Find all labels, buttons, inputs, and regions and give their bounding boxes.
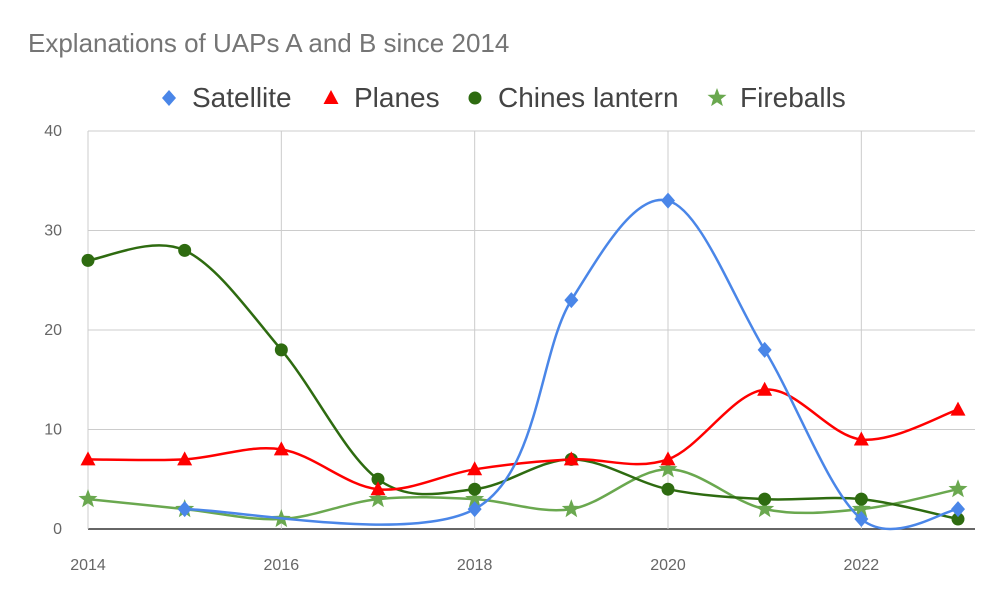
series-line-planes [87,388,959,491]
series-chines-lantern [81,243,965,526]
x-tick-label: 2020 [650,557,686,574]
legend-label: Fireballs [740,82,846,113]
legend-marker-shape [323,90,339,104]
legend-item-chines-lantern: Chines lantern [464,80,679,116]
data-point-chines-lantern [661,482,675,496]
data-point-fireballs [948,479,968,498]
data-point-chines-lantern [371,472,385,486]
data-point-chines-lantern [81,253,95,267]
legend-marker-satellite [162,90,176,106]
data-point-planes [563,451,579,466]
data-point-planes [370,481,386,496]
data-point-planes [660,451,676,466]
y-tick-label: 0 [53,521,62,538]
y-tick-label: 40 [44,123,62,140]
data-point-chines-lantern [854,492,868,506]
legend-label: Chines lantern [498,82,679,113]
x-tick-label: 2018 [457,557,493,574]
legend-item-planes: Planes [320,80,440,116]
y-tick-label: 10 [44,422,62,439]
legend-item-fireballs: Fireballs [706,80,846,116]
data-point-satellite [854,511,869,528]
legend-marker-fireballs [707,88,727,107]
data-point-chines-lantern [468,482,482,496]
legend-label: Satellite [192,82,292,113]
legend-item-satellite: Satellite [158,80,292,116]
data-point-chines-lantern [758,492,772,506]
data-point-satellite [564,292,579,309]
data-point-fireballs [368,489,388,508]
data-point-chines-lantern [951,512,965,526]
data-point-satellite [661,192,675,209]
legend-marker-chines-lantern [468,91,482,105]
legend: Satellite Planes Chines lantern Fireballs [0,80,1000,116]
data-point-satellite [757,341,772,358]
chart-title: Explanations of UAPs A and B since 2014 [28,28,510,58]
data-point-planes [273,441,289,456]
data-point-chines-lantern [178,243,192,257]
y-tick-label: 20 [44,322,62,339]
data-point-fireballs [78,489,98,508]
data-point-planes [80,451,96,466]
gridlines [87,130,975,530]
data-point-satellite [467,501,482,518]
series-planes [80,381,966,496]
series-line-fireballs [87,468,959,521]
legend-marker-shape [468,91,482,105]
data-point-planes [757,381,773,396]
data-point-fireballs [658,459,678,478]
data-point-fireballs [561,499,581,518]
data-point-chines-lantern [274,343,288,357]
series-line-satellite [184,198,959,531]
data-point-fireballs [755,499,775,518]
data-point-planes [177,451,193,466]
legend-marker-shape [707,88,727,107]
series-fireballs [78,459,968,528]
legend-marker-shape [162,90,176,106]
data-point-fireballs [465,489,485,508]
data-point-planes [467,461,483,476]
data-point-satellite [951,501,965,518]
data-point-planes [853,431,869,446]
x-tick-label: 2014 [70,557,106,574]
legend-marker-planes [323,90,339,104]
y-tick-label: 30 [44,223,62,240]
series-line-chines-lantern [87,244,959,521]
data-point-fireballs [851,499,871,518]
series-satellite [177,192,965,531]
data-point-satellite [177,501,192,518]
data-point-planes [950,401,966,416]
x-tick-label: 2016 [264,557,300,574]
legend-label: Planes [354,82,440,113]
x-tick-label: 2022 [844,557,880,574]
